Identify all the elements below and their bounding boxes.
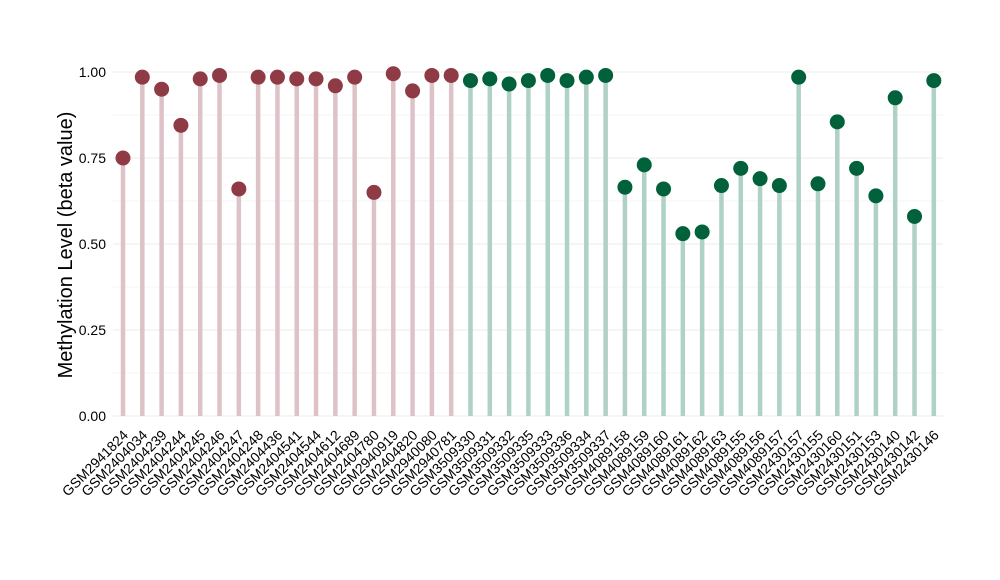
lollipop-dot — [231, 181, 247, 197]
lollipop-dot — [289, 71, 305, 87]
y-tick-label: 0.25 — [79, 322, 106, 338]
lollipop-dot — [578, 69, 594, 85]
lollipop-dot — [907, 208, 923, 224]
lollipop-dot — [752, 171, 768, 187]
lollipop-dot — [656, 181, 672, 197]
lollipop-dot — [327, 78, 343, 94]
y-axis-title: Methylation Level (beta value) — [55, 112, 77, 379]
lollipop-dot — [617, 179, 633, 195]
lollipop-dot — [540, 67, 556, 83]
lollipop-dot — [385, 66, 401, 82]
lollipop-dots — [115, 66, 942, 242]
lollipop-dot — [598, 67, 614, 83]
lollipop-dot — [405, 83, 421, 99]
lollipop-dot — [694, 224, 710, 240]
lollipop-dot — [250, 69, 266, 85]
lollipop-dot — [868, 188, 884, 204]
y-tick-label: 0.50 — [79, 236, 106, 252]
lollipop-dot — [887, 90, 903, 106]
lollipop-dot — [173, 117, 189, 133]
lollipop-dot — [520, 73, 536, 89]
lollipop-dot — [366, 184, 382, 200]
lollipop-dot — [713, 178, 729, 194]
y-axis-ticks: 0.00 0.25 0.50 0.75 1.00 — [79, 64, 106, 424]
lollipop-dot — [636, 157, 652, 173]
lollipop-dot — [810, 176, 826, 192]
y-tick-label: 0.75 — [79, 150, 106, 166]
lollipop-dot — [134, 69, 150, 85]
y-tick-label: 1.00 — [79, 64, 106, 80]
lollipop-stems — [120, 73, 937, 416]
lollipop-dot — [462, 73, 478, 89]
lollipop-dot — [308, 71, 324, 87]
lollipop-dot — [347, 69, 363, 85]
lollipop-dot — [849, 160, 865, 176]
lollipop-dot — [559, 73, 575, 89]
lollipop-dot — [926, 73, 942, 89]
lollipop-dot — [675, 226, 691, 242]
lollipop-dot — [269, 69, 285, 85]
lollipop-dot — [154, 81, 170, 97]
lollipop-dot — [115, 150, 131, 166]
x-axis-tick-labels: GSM2941824GSM2404034GSM2404239GSM2404244… — [59, 427, 942, 500]
lollipop-dot — [791, 69, 807, 85]
lollipop-dot — [192, 71, 208, 87]
lollipop-dot — [424, 67, 440, 83]
lollipop-dot — [733, 160, 749, 176]
lollipop-dot — [443, 67, 459, 83]
lollipop-dot — [771, 178, 787, 194]
y-tick-label: 0.00 — [79, 408, 106, 424]
lollipop-dot — [501, 76, 517, 92]
lollipop-dot — [212, 67, 228, 83]
lollipop-dot — [482, 71, 498, 87]
lollipop-dot — [829, 114, 845, 130]
